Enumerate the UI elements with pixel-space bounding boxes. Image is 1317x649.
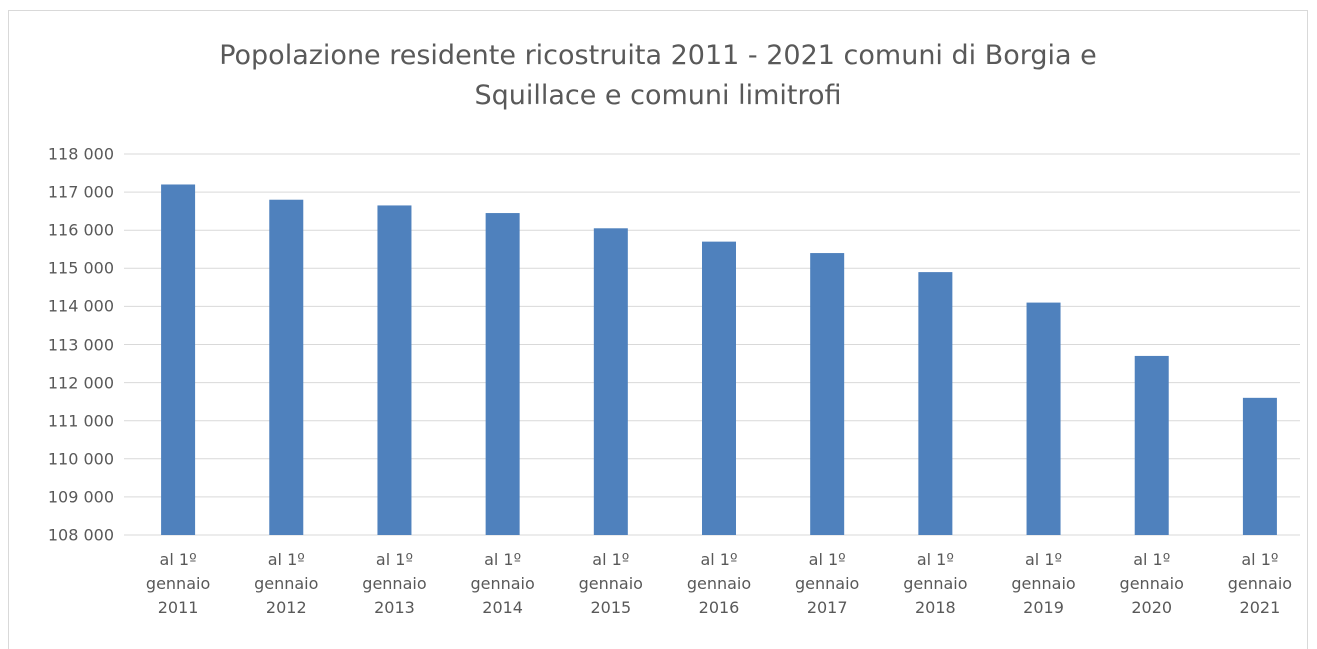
bar <box>918 272 953 535</box>
x-tick-label: al 1º gennaio 2013 <box>362 550 427 617</box>
x-tick-label: al 1º gennaio 2019 <box>1011 550 1076 617</box>
x-tick-label: al 1º gennaio 2020 <box>1119 550 1184 617</box>
y-tick-label: 112 000 <box>47 373 114 393</box>
y-tick-label: 115 000 <box>47 258 114 278</box>
chart-title: Popolazione residente ricostruita 2011 -… <box>219 40 1097 111</box>
x-tick-label: al 1º gennaio 2021 <box>1227 550 1293 617</box>
bar <box>1134 355 1169 535</box>
y-tick-label: 117 000 <box>47 182 114 202</box>
x-tick-label: al 1º gennaio 2017 <box>795 550 860 617</box>
bar <box>810 253 845 535</box>
y-tick-label: 109 000 <box>47 487 114 507</box>
x-tick-label: al 1º gennaio 2011 <box>145 550 211 617</box>
y-tick-label: 111 000 <box>47 411 114 431</box>
x-tick-label: al 1º gennaio 2016 <box>686 550 752 617</box>
y-tick-label: 118 000 <box>47 144 114 164</box>
x-tick-label: al 1º gennaio 2018 <box>903 550 968 617</box>
y-tick-label: 116 000 <box>47 220 114 240</box>
bar <box>161 184 196 536</box>
bar <box>377 205 412 535</box>
y-tick-label: 114 000 <box>47 296 114 316</box>
y-tick-label: 108 000 <box>47 525 114 545</box>
x-tick-label: al 1º gennaio 2015 <box>578 550 643 617</box>
chart-frame <box>8 10 1308 649</box>
bar <box>1242 397 1277 535</box>
bar <box>485 213 520 535</box>
chart-title-box: Popolazione residente ricostruita 2011 -… <box>8 36 1308 116</box>
bar <box>702 241 736 535</box>
bar <box>593 228 628 536</box>
bar <box>1026 302 1061 535</box>
y-tick-label: 113 000 <box>47 335 114 354</box>
x-tick-label: al 1º gennaio 2012 <box>254 550 319 617</box>
bar <box>269 199 304 535</box>
x-tick-label: al 1º gennaio 2014 <box>470 550 535 617</box>
y-tick-label: 110 000 <box>47 449 114 469</box>
